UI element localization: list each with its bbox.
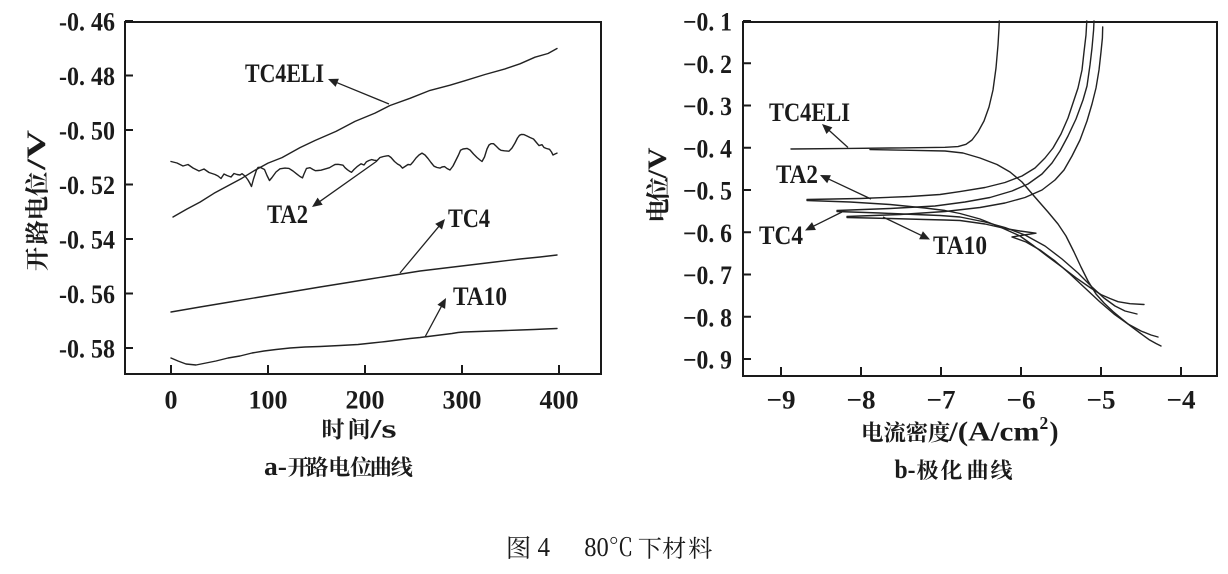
svg-text:/V: /V — [22, 130, 51, 172]
svg-text:a-: a- — [264, 452, 287, 481]
svg-text:b-: b- — [895, 455, 916, 484]
svg-text:TA2: TA2 — [267, 200, 308, 229]
svg-text:TC4: TC4 — [759, 221, 803, 250]
svg-text:TC4ELI: TC4ELI — [769, 98, 850, 127]
svg-text:−0. 8: −0. 8 — [683, 303, 732, 332]
svg-text:-0. 52: -0. 52 — [59, 171, 115, 200]
svg-text:−7: −7 — [927, 386, 956, 415]
svg-text:−0. 3: −0. 3 — [683, 92, 732, 121]
svg-text:-0. 54: -0. 54 — [59, 226, 115, 255]
svg-text:−0. 1: −0. 1 — [683, 8, 732, 37]
svg-text:/s: /s — [369, 415, 396, 444]
svg-text:200: 200 — [346, 386, 385, 415]
svg-text:-0. 48: -0. 48 — [59, 62, 115, 91]
svg-text:-0. 46: -0. 46 — [59, 8, 115, 37]
svg-text:−0. 4: −0. 4 — [683, 134, 732, 163]
svg-text:/V: /V — [643, 147, 672, 179]
svg-text:−0. 9: −0. 9 — [683, 346, 732, 375]
svg-text:4: 4 — [538, 532, 551, 562]
svg-text:−0. 6: −0. 6 — [683, 219, 732, 248]
svg-text:TC4: TC4 — [448, 204, 490, 233]
svg-text:-0. 50: -0. 50 — [59, 117, 115, 146]
svg-text:−0. 5: −0. 5 — [683, 177, 732, 206]
svg-text:): ) — [1050, 417, 1059, 447]
svg-text:TA10: TA10 — [933, 231, 987, 260]
svg-text:−6: −6 — [1007, 386, 1036, 415]
svg-text:TC4ELI: TC4ELI — [245, 59, 324, 88]
svg-text:−9: −9 — [767, 386, 796, 415]
svg-text:0: 0 — [165, 386, 178, 415]
svg-text:TA10: TA10 — [453, 282, 507, 311]
svg-text:400: 400 — [540, 386, 579, 415]
svg-text:100: 100 — [249, 386, 288, 415]
svg-text:300: 300 — [443, 386, 482, 415]
svg-text:-0. 58: -0. 58 — [59, 335, 115, 364]
svg-text:80: 80 — [584, 532, 609, 562]
svg-text:-0. 56: -0. 56 — [59, 280, 115, 309]
svg-text:−0. 7: −0. 7 — [683, 261, 732, 290]
svg-text:−0. 2: −0. 2 — [683, 50, 732, 79]
svg-text:−4: −4 — [1167, 386, 1196, 415]
svg-text:2: 2 — [1040, 413, 1049, 433]
svg-text:TA2: TA2 — [776, 160, 818, 189]
svg-text:/(A/cm: /(A/cm — [948, 417, 1040, 447]
svg-text:−5: −5 — [1087, 386, 1116, 415]
svg-text:−8: −8 — [847, 386, 876, 415]
